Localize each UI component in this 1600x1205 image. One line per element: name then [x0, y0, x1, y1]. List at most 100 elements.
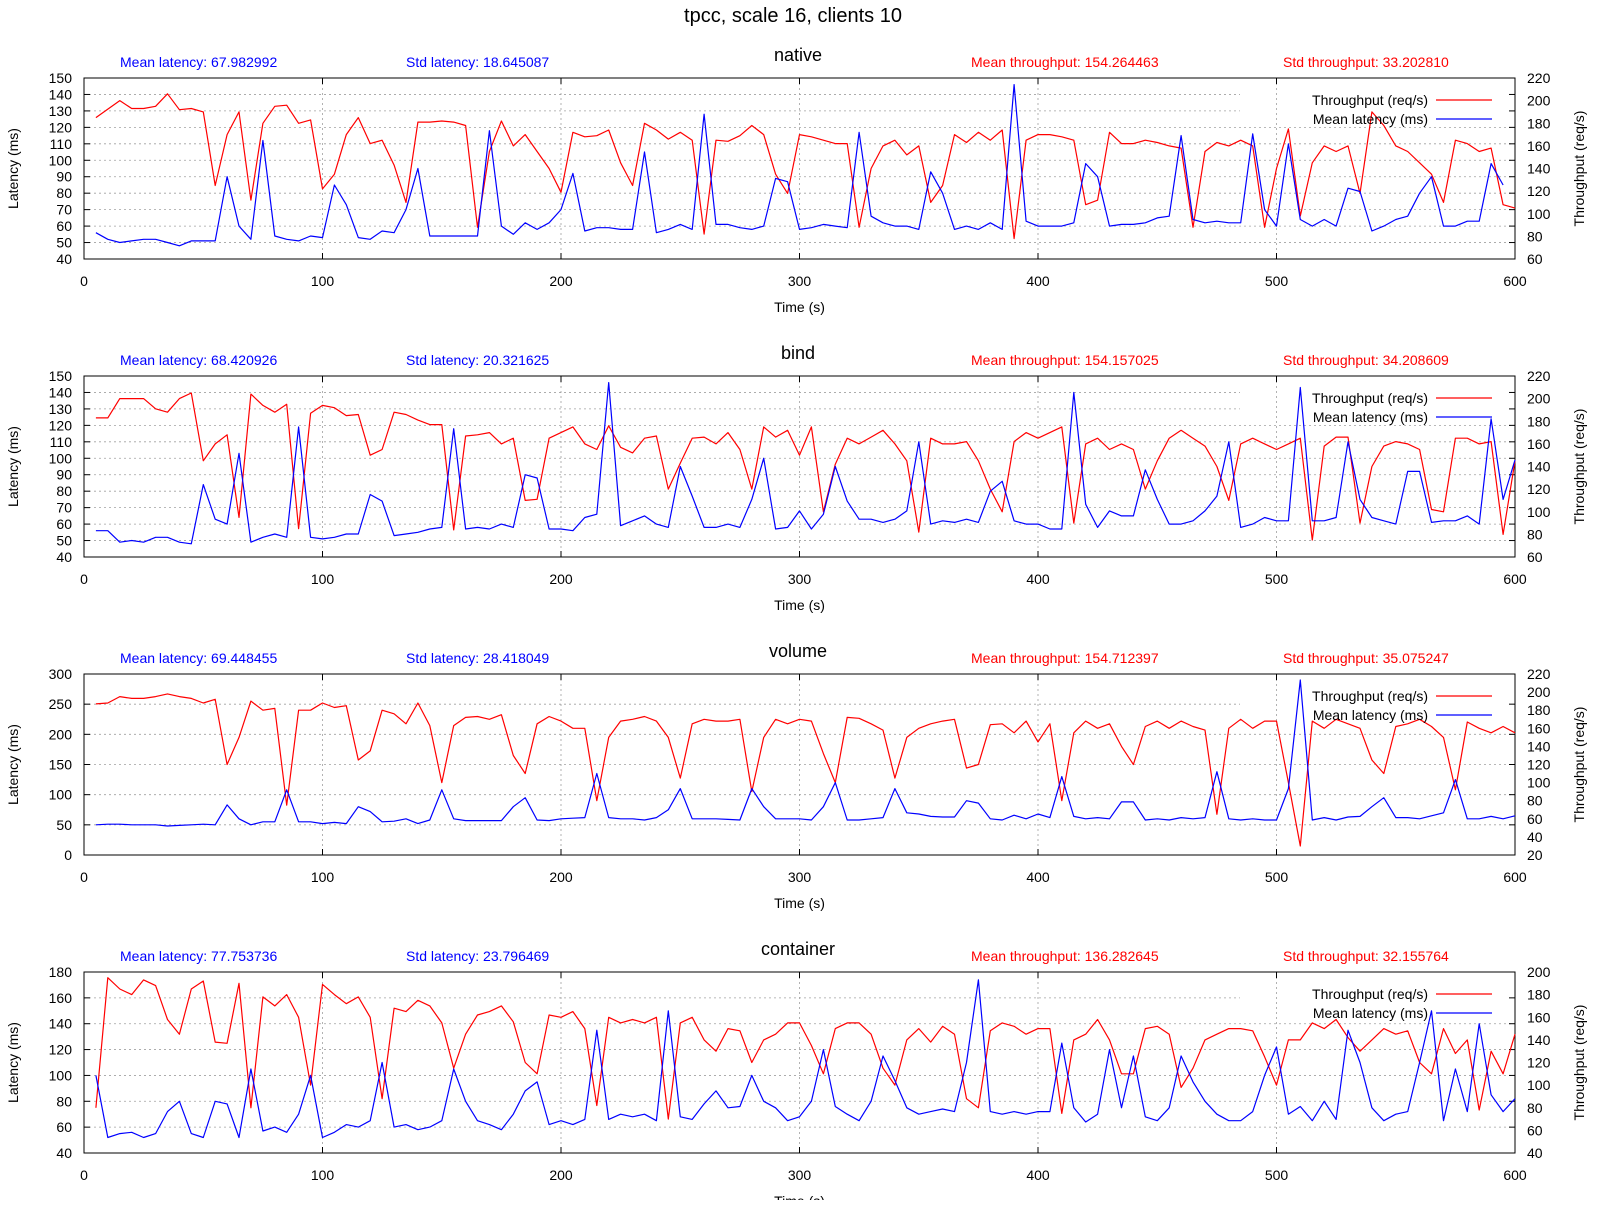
- y-tick-label: 250: [49, 696, 73, 712]
- y-tick-label: 300: [49, 666, 73, 682]
- y2-tick-label: 180: [1527, 987, 1551, 1003]
- y-tick-label: 160: [49, 990, 73, 1006]
- x-tick-label: 300: [788, 869, 812, 885]
- stat-mean-latency: Mean latency: 69.448455: [120, 650, 277, 666]
- legend-label: Mean latency (ms): [1313, 111, 1428, 127]
- y-axis-label: Latency (ms): [5, 128, 21, 209]
- stat-std-throughput: Std throughput: 34.208609: [1283, 352, 1449, 368]
- legend-label: Throughput (req/s): [1312, 688, 1428, 704]
- x-tick-label: 600: [1503, 273, 1527, 289]
- y2-tick-label: 120: [1527, 1055, 1551, 1071]
- stat-mean-throughput: Mean throughput: 154.712397: [971, 650, 1159, 666]
- stat-std-latency: Std latency: 18.645087: [406, 54, 549, 70]
- y-tick-label: 50: [56, 235, 72, 251]
- x-tick-label: 400: [1026, 273, 1050, 289]
- throughput-line: [95, 93, 1516, 240]
- y-tick-label: 40: [56, 1145, 72, 1161]
- latency-line: [95, 83, 1504, 247]
- y2-tick-label: 140: [1527, 459, 1551, 475]
- y2-axis-label: Throughput (req/s): [1571, 111, 1587, 227]
- y-tick-label: 140: [49, 86, 73, 102]
- y-tick-label: 60: [56, 1119, 72, 1135]
- y2-tick-label: 160: [1527, 1009, 1551, 1025]
- x-tick-label: 0: [80, 273, 88, 289]
- y2-tick-label: 180: [1527, 115, 1551, 131]
- y-tick-label: 100: [49, 1067, 73, 1083]
- x-axis-label: Time (s): [774, 895, 825, 911]
- y2-tick-label: 220: [1527, 70, 1551, 86]
- y-tick-label: 90: [56, 169, 72, 185]
- y-tick-label: 60: [56, 218, 72, 234]
- x-tick-label: 100: [311, 1167, 335, 1183]
- y-tick-label: 40: [56, 251, 72, 267]
- y2-tick-label: 200: [1527, 93, 1551, 109]
- x-tick-label: 500: [1265, 571, 1289, 587]
- legend-label: Mean latency (ms): [1313, 1005, 1428, 1021]
- panel-title: volume: [769, 641, 827, 661]
- x-tick-label: 100: [311, 273, 335, 289]
- stat-std-latency: Std latency: 23.796469: [406, 948, 549, 964]
- chart-panel-volume: 0 50 100 150 200 250 300 20 40 60 80 100 120 140 160 18…: [5, 641, 1587, 911]
- y-tick-label: 140: [49, 384, 73, 400]
- throughput-line: [95, 977, 1516, 1120]
- y2-tick-label: 220: [1527, 666, 1551, 682]
- y-tick-label: 60: [56, 516, 72, 532]
- y-tick-label: 110: [50, 136, 73, 152]
- y-tick-label: 80: [56, 483, 72, 499]
- stat-std-throughput: Std throughput: 35.075247: [1283, 650, 1449, 666]
- y2-tick-label: 80: [1527, 526, 1543, 542]
- y2-tick-label: 140: [1527, 738, 1551, 754]
- y2-tick-label: 20: [1527, 847, 1543, 863]
- y-axis-label: Latency (ms): [5, 1022, 21, 1103]
- x-tick-label: 400: [1026, 869, 1050, 885]
- y2-tick-label: 120: [1527, 757, 1551, 773]
- latency-line: [95, 679, 1516, 827]
- y-tick-label: 100: [49, 152, 73, 168]
- y2-axis-label: Throughput (req/s): [1571, 707, 1587, 823]
- x-tick-label: 600: [1503, 1167, 1527, 1183]
- x-axis-label: Time (s): [774, 1193, 825, 1200]
- y2-tick-label: 160: [1527, 138, 1551, 154]
- y-tick-label: 200: [49, 726, 73, 742]
- y-tick-label: 80: [56, 185, 72, 201]
- throughput-line: [95, 693, 1516, 847]
- x-tick-label: 300: [788, 1167, 812, 1183]
- y2-tick-label: 80: [1527, 228, 1543, 244]
- x-tick-label: 600: [1503, 869, 1527, 885]
- stat-std-throughput: Std throughput: 33.202810: [1283, 54, 1449, 70]
- y-tick-label: 100: [49, 787, 73, 803]
- x-tick-label: 500: [1265, 273, 1289, 289]
- y2-tick-label: 140: [1527, 161, 1551, 177]
- y2-tick-label: 180: [1527, 702, 1551, 718]
- x-tick-label: 400: [1026, 571, 1050, 587]
- y-tick-label: 80: [56, 1093, 72, 1109]
- x-tick-label: 0: [80, 869, 88, 885]
- y2-tick-label: 40: [1527, 1145, 1543, 1161]
- y-tick-label: 140: [49, 1016, 73, 1032]
- y-tick-label: 130: [49, 401, 73, 417]
- stat-std-throughput: Std throughput: 32.155764: [1283, 948, 1449, 964]
- y2-tick-label: 120: [1527, 481, 1551, 497]
- y-tick-label: 70: [56, 202, 72, 218]
- y-tick-label: 150: [49, 70, 73, 86]
- y2-tick-label: 80: [1527, 1100, 1543, 1116]
- y2-axis-label: Throughput (req/s): [1571, 1005, 1587, 1121]
- x-tick-label: 200: [549, 571, 573, 587]
- x-tick-label: 300: [788, 273, 812, 289]
- y-tick-label: 0: [64, 847, 72, 863]
- y2-tick-label: 80: [1527, 793, 1543, 809]
- chart-panel-container: 40 60 80 100 120 140 160 180 40 60 80 100 120 140 160 1…: [5, 939, 1587, 1205]
- y-tick-label: 90: [56, 467, 72, 483]
- y2-tick-label: 60: [1527, 811, 1543, 827]
- stat-mean-latency: Mean latency: 68.420926: [120, 352, 277, 368]
- x-tick-label: 0: [80, 1167, 88, 1183]
- y2-tick-label: 60: [1527, 1122, 1543, 1138]
- x-tick-label: 200: [549, 273, 573, 289]
- x-axis-label: Time (s): [774, 597, 825, 613]
- x-tick-label: 400: [1026, 1167, 1050, 1183]
- y2-tick-label: 220: [1527, 368, 1551, 384]
- y-tick-label: 130: [49, 103, 73, 119]
- stat-mean-throughput: Mean throughput: 136.282645: [971, 948, 1159, 964]
- y-tick-label: 40: [56, 549, 72, 565]
